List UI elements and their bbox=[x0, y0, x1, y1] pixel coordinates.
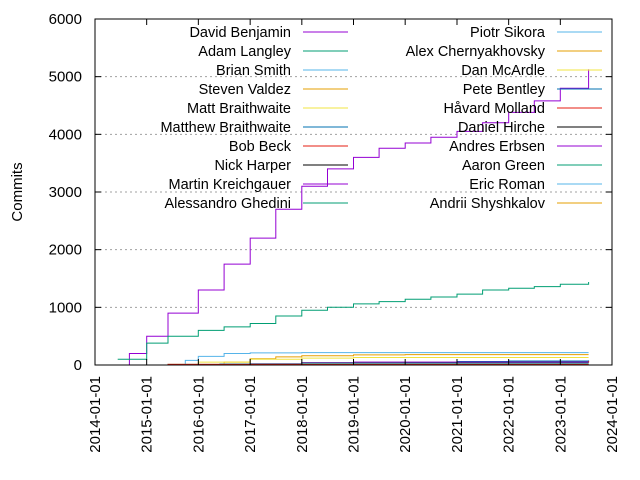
series-line bbox=[117, 282, 590, 360]
legend-entry: Piotr Sikora bbox=[470, 25, 602, 41]
x-tick-label: 2020-01-01 bbox=[397, 376, 414, 453]
legend-label: Adam Langley bbox=[198, 44, 291, 60]
legend-label: Brian Smith bbox=[216, 63, 291, 79]
legend-label: Steven Valdez bbox=[199, 82, 291, 98]
legend-entry: Martin Kreichgauer bbox=[169, 177, 348, 193]
legend-label: Dan McArdle bbox=[461, 63, 545, 79]
y-tick-label: 0 bbox=[74, 357, 82, 374]
x-tick-label: 2014-01-01 bbox=[87, 376, 104, 453]
legend-entry: Dan McArdle bbox=[461, 63, 602, 79]
legend-label: Martin Kreichgauer bbox=[169, 177, 292, 193]
legend-entry: David Benjamin bbox=[189, 25, 348, 41]
x-tick-label: 2018-01-01 bbox=[294, 376, 311, 453]
series-line bbox=[117, 69, 590, 366]
legend-label: Eric Roman bbox=[469, 177, 545, 193]
legend-entry: Adam Langley bbox=[198, 44, 348, 60]
legend-entry: Steven Valdez bbox=[199, 82, 348, 98]
x-tick-label: 2024-01-01 bbox=[604, 376, 621, 453]
grid-lines bbox=[95, 76, 612, 308]
x-tick-label: 2022-01-01 bbox=[501, 376, 518, 453]
legend-label: Piotr Sikora bbox=[470, 25, 546, 41]
legend-entry: Eric Roman bbox=[469, 177, 602, 193]
y-tick-label: 1000 bbox=[49, 299, 82, 316]
x-tick-label: 2017-01-01 bbox=[242, 376, 259, 453]
x-tick-label: 2015-01-01 bbox=[139, 376, 156, 453]
legend-label: David Benjamin bbox=[189, 25, 291, 41]
legend-entry: Alessandro Ghedini bbox=[164, 196, 348, 212]
x-tick-label: 2016-01-01 bbox=[190, 376, 207, 453]
y-tick-label: 5000 bbox=[49, 69, 82, 86]
legend-label: Aaron Green bbox=[462, 158, 545, 174]
legend-label: Alex Chernyakhovsky bbox=[406, 44, 546, 60]
legend-label: Andrii Shyshkalov bbox=[430, 196, 546, 212]
y-axis-title: Commits bbox=[9, 162, 26, 221]
legend-label: Bob Beck bbox=[229, 139, 292, 155]
legend-entry: Matthew Braithwaite bbox=[160, 120, 348, 136]
y-tick-label: 4000 bbox=[49, 126, 82, 143]
x-tick-label: 2021-01-01 bbox=[449, 376, 466, 453]
x-tick-label: 2019-01-01 bbox=[346, 376, 363, 453]
legend-entry: Alex Chernyakhovsky bbox=[406, 44, 602, 60]
axes: 0 1000 2000 3000 4000 5000 6000 2014-01-01 2015-… bbox=[49, 11, 621, 453]
legend-label: Matt Braithwaite bbox=[187, 101, 291, 117]
legend-entry: Håvard Molland bbox=[443, 101, 602, 117]
legend-label: Daniel Hirche bbox=[458, 120, 545, 136]
legend-entry: Brian Smith bbox=[216, 63, 348, 79]
legend-entry: Daniel Hirche bbox=[458, 120, 602, 136]
series-line bbox=[168, 352, 589, 366]
legend-entry: Pete Bentley bbox=[463, 82, 602, 98]
legend-label: Matthew Braithwaite bbox=[160, 120, 291, 136]
legend: David Benjamin Adam Langley Brian Smith Ste… bbox=[160, 25, 602, 212]
y-tick-label: 3000 bbox=[49, 184, 82, 201]
x-tick-label: 2023-01-01 bbox=[552, 376, 569, 453]
y-tick-label: 2000 bbox=[49, 242, 82, 259]
legend-entry: Andrii Shyshkalov bbox=[430, 196, 602, 212]
y-tick-label: 6000 bbox=[49, 11, 82, 28]
legend-label: Andres Erbsen bbox=[449, 139, 545, 155]
legend-entry: Bob Beck bbox=[229, 139, 348, 155]
legend-entry: Matt Braithwaite bbox=[187, 101, 348, 117]
legend-entry: Aaron Green bbox=[462, 158, 602, 174]
legend-entry: Nick Harper bbox=[214, 158, 348, 174]
legend-label: Alessandro Ghedini bbox=[164, 196, 291, 212]
legend-label: Håvard Molland bbox=[443, 101, 545, 117]
legend-label: Nick Harper bbox=[214, 158, 291, 174]
legend-label: Pete Bentley bbox=[463, 82, 546, 98]
legend-entry: Andres Erbsen bbox=[449, 139, 602, 155]
